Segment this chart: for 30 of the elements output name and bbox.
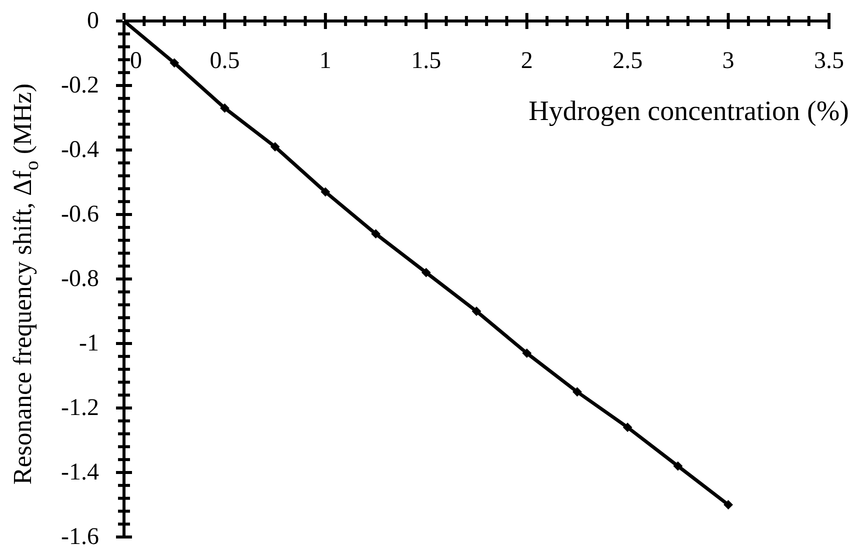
point <box>472 306 481 316</box>
point <box>371 229 380 238</box>
x-tick-label: 2.5 <box>612 48 643 74</box>
x-tick-label: 2 <box>520 48 533 74</box>
x-axis-title: Hydrogen concentration (%) <box>528 96 849 126</box>
point <box>320 187 330 196</box>
x-tick-label: 0 <box>130 48 142 74</box>
x-tick-label: 3.5 <box>814 48 844 74</box>
point <box>673 462 682 471</box>
point <box>220 104 230 113</box>
y-tick-label: -0.2 <box>61 72 99 98</box>
point <box>170 58 179 68</box>
y-tick-label: -0.4 <box>61 137 99 163</box>
point <box>422 268 431 278</box>
x-tick-label: 1 <box>319 48 332 74</box>
y-tick-label: -1.2 <box>61 395 99 421</box>
point <box>623 422 632 432</box>
y-tick-label: -1.6 <box>61 524 99 547</box>
point <box>522 348 532 358</box>
y-tick-label: -1 <box>79 330 99 356</box>
point <box>724 500 733 510</box>
y-tick-label: 0 <box>87 8 99 34</box>
x-tick-label: 1.5 <box>411 48 442 74</box>
y-tick-label: -0.8 <box>61 266 99 292</box>
y-tick-label: -0.6 <box>61 202 99 228</box>
y-tick-label: -1.4 <box>61 460 99 486</box>
point <box>270 142 280 152</box>
point <box>572 387 582 396</box>
x-tick-label: 3 <box>722 48 734 74</box>
x-tick-label: 0.5 <box>210 48 240 74</box>
